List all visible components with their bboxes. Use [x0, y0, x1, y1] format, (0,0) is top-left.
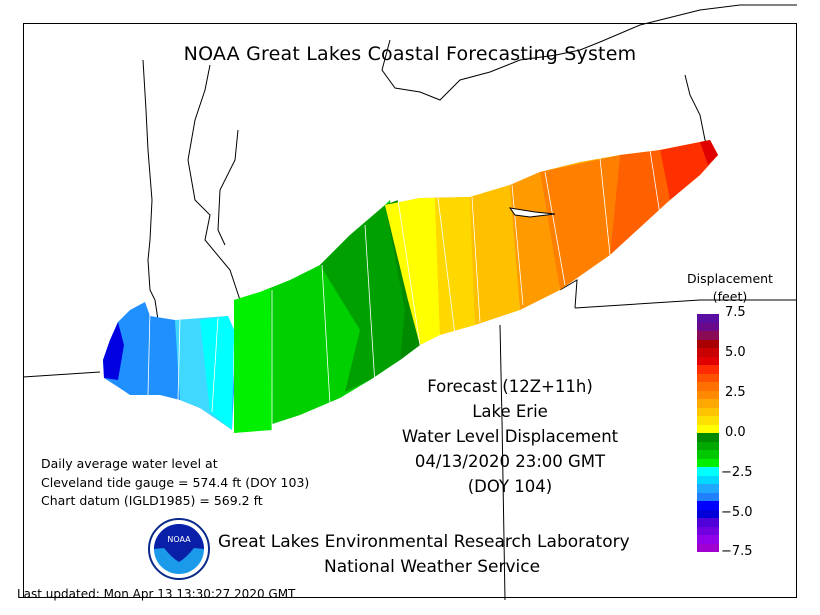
color-bar-step	[697, 407, 719, 416]
color-bar-step	[697, 467, 719, 476]
color-bar-step	[697, 314, 719, 323]
color-bar-step	[697, 365, 719, 374]
forecast-label: Forecast (12Z+11h)	[427, 377, 593, 396]
legend-tick: 0.0	[725, 425, 746, 440]
legend-tick: 7.5	[725, 305, 746, 320]
legend-tick: −2.5	[721, 465, 753, 480]
color-bar-step	[697, 501, 719, 510]
color-bar-step	[697, 492, 719, 501]
color-bar-step	[697, 373, 719, 382]
color-bar-step	[697, 322, 719, 331]
legend-title: Displacement (feet)	[665, 270, 795, 306]
color-bar-step	[697, 390, 719, 399]
legend-tick: −5.0	[721, 505, 753, 520]
color-bar-step	[697, 416, 719, 425]
color-bar-step	[697, 475, 719, 484]
color-bar-step	[697, 382, 719, 391]
legend-tick: 5.0	[725, 345, 746, 360]
color-bar-step	[697, 458, 719, 467]
color-bar-step	[697, 424, 719, 433]
svg-text:NOAA: NOAA	[167, 535, 191, 544]
legend-title-line2: (feet)	[712, 289, 748, 304]
color-bar-step	[697, 535, 719, 544]
forecast-info: Forecast (12Z+11h) Lake Erie Water Level…	[360, 374, 660, 499]
map-frame	[23, 23, 797, 598]
lab-name: Great Lakes Environmental Research Labor…	[218, 532, 630, 552]
lake-name: Lake Erie	[472, 402, 548, 421]
color-bar-step	[697, 450, 719, 459]
color-bar-step	[697, 339, 719, 348]
color-bar-step	[697, 509, 719, 518]
legend-tick: −7.5	[721, 544, 753, 559]
color-bar-step	[697, 331, 719, 340]
color-bar-step	[697, 543, 719, 552]
gauge-line: Chart datum (IGLD1985) = 569.2 ft	[41, 493, 263, 508]
color-bar-step	[697, 518, 719, 527]
forecast-datetime: 04/13/2020 23:00 GMT	[414, 452, 606, 471]
legend-tick: 2.5	[725, 385, 746, 400]
day-of-year: (DOY 104)	[467, 477, 553, 496]
noaa-logo-icon: NOAA	[148, 518, 210, 580]
legend-title-line1: Displacement	[687, 271, 773, 286]
color-bar-step	[697, 484, 719, 493]
color-bar-step	[697, 348, 719, 357]
color-bar-step	[697, 356, 719, 365]
color-bar	[697, 314, 719, 552]
last-updated: Last updated: Mon Apr 13 13:30:27 2020 G…	[17, 587, 296, 601]
color-bar-step	[697, 526, 719, 535]
gauge-line: Cleveland tide gauge = 574.4 ft (DOY 103…	[41, 474, 310, 490]
variable-name: Water Level Displacement	[401, 427, 619, 446]
organization: Great Lakes Environmental Research Labor…	[218, 530, 630, 580]
color-bar-step	[697, 433, 719, 442]
color-bar-step	[697, 441, 719, 450]
map-title: NOAA Great Lakes Coastal Forecasting Sys…	[183, 43, 637, 65]
gauge-line: Daily average water level at	[41, 456, 218, 471]
service-name: National Weather Service	[324, 557, 541, 577]
color-bar-step	[697, 399, 719, 408]
gauge-info: Daily average water level at Cleveland t…	[41, 455, 309, 511]
